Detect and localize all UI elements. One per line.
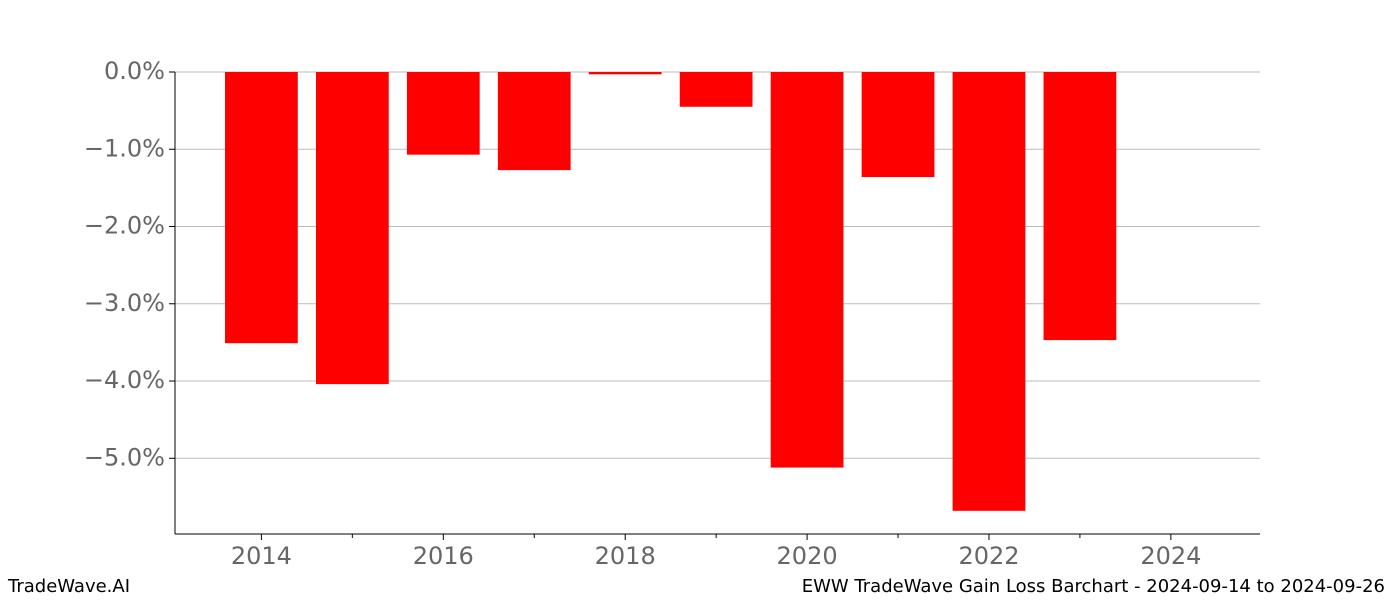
bar [588,72,662,75]
bar [770,72,844,468]
y-tick-label: 0.0% [104,57,165,85]
y-tick-label: −2.0% [84,212,165,240]
bar [406,72,480,155]
bar [315,72,389,385]
y-tick-label: −5.0% [84,443,165,471]
bar [1043,72,1117,341]
bar [497,72,571,171]
x-tick-label: 2022 [958,542,1019,570]
bar [861,72,935,178]
bar [225,72,298,344]
source: TradeWave.AI [7,576,130,597]
bar [679,72,753,107]
y-tick-label: −1.0% [84,134,165,162]
x-tick-label: 2014 [231,542,292,570]
x-tick-label: 2024 [1140,542,1201,570]
x-tick-label: 2016 [413,542,474,570]
y-tick-label: −3.0% [84,289,165,317]
x-tick-label: 2018 [595,542,656,570]
y-tick-label: −4.0% [84,366,165,394]
bar [952,72,1026,511]
x-tick-label: 2020 [777,542,838,570]
chart-title: EWW TradeWave Gain Loss Barchart - 2024-… [802,576,1385,597]
